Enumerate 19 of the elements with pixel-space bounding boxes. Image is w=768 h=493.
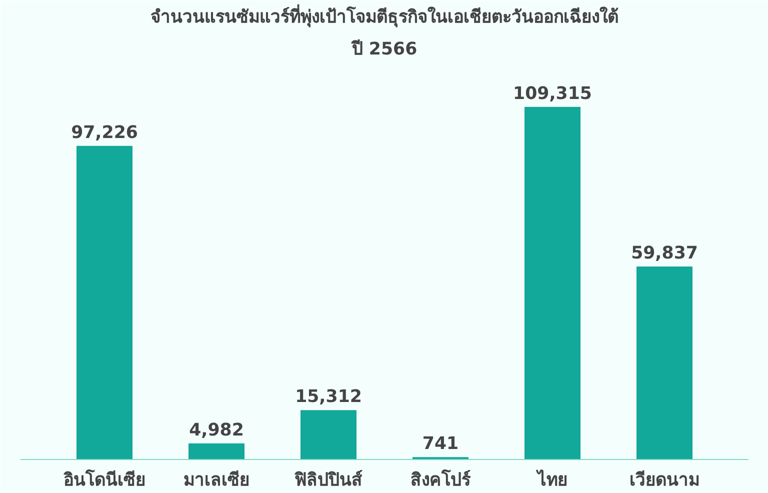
chart-subtitle: ปี 2566 (350, 38, 418, 60)
x-tick-label: มาเลเซีย (184, 470, 250, 490)
x-tick-label: เวียดนาม (630, 470, 700, 490)
bar (300, 410, 356, 460)
data-label: 59,837 (631, 243, 698, 264)
bar (636, 266, 692, 460)
chart-title: จำนวนแรนซัมแวร์ที่พุ่งเป้าโจมตีธุรกิจในเอเชียตะวันออกเฉียงใต้ (150, 4, 618, 28)
data-label: 4,982 (189, 420, 244, 440)
bar (188, 443, 244, 460)
x-tick-label: ไทย (536, 468, 568, 490)
data-label: 15,312 (295, 387, 362, 408)
x-tick-label: สิงคโปร์ (410, 468, 472, 490)
data-label: 97,226 (71, 122, 138, 143)
data-label: 109,315 (513, 84, 592, 104)
bar (524, 106, 580, 460)
x-tick-label: อินโดนีเซีย (62, 468, 146, 490)
bar (76, 146, 132, 460)
data-label: 741 (422, 434, 459, 454)
x-tick-label: ฟิลิปปินส์ (294, 470, 362, 490)
